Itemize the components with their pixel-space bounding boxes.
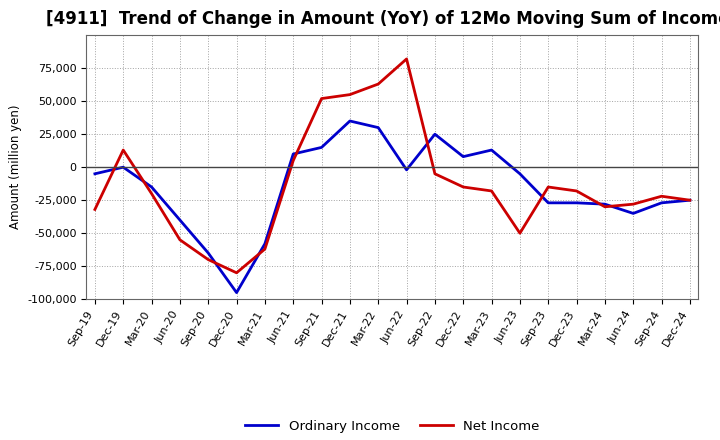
Ordinary Income bbox=[176, 217, 184, 223]
Net Income bbox=[233, 270, 241, 275]
Net Income bbox=[459, 184, 467, 190]
Ordinary Income bbox=[204, 250, 212, 256]
Net Income bbox=[516, 231, 524, 236]
Ordinary Income bbox=[629, 211, 637, 216]
Ordinary Income bbox=[487, 147, 496, 153]
Net Income bbox=[431, 171, 439, 176]
Ordinary Income bbox=[261, 241, 269, 246]
Net Income bbox=[657, 194, 666, 199]
Net Income bbox=[374, 81, 382, 87]
Net Income bbox=[289, 158, 297, 163]
Ordinary Income bbox=[374, 125, 382, 130]
Net Income bbox=[119, 147, 127, 153]
Net Income bbox=[261, 246, 269, 252]
Ordinary Income bbox=[148, 184, 156, 190]
Ordinary Income bbox=[544, 200, 552, 205]
Net Income bbox=[572, 188, 581, 194]
Ordinary Income bbox=[289, 151, 297, 157]
Line: Ordinary Income: Ordinary Income bbox=[95, 121, 690, 293]
Y-axis label: Amount (million yen): Amount (million yen) bbox=[9, 105, 22, 229]
Ordinary Income bbox=[318, 145, 326, 150]
Ordinary Income bbox=[119, 165, 127, 170]
Net Income bbox=[544, 184, 552, 190]
Net Income bbox=[204, 257, 212, 262]
Ordinary Income bbox=[685, 198, 694, 203]
Ordinary Income bbox=[459, 154, 467, 159]
Title: [4911]  Trend of Change in Amount (YoY) of 12Mo Moving Sum of Incomes: [4911] Trend of Change in Amount (YoY) o… bbox=[45, 10, 720, 28]
Ordinary Income bbox=[572, 200, 581, 205]
Net Income bbox=[91, 207, 99, 212]
Net Income bbox=[346, 92, 354, 97]
Ordinary Income bbox=[431, 132, 439, 137]
Ordinary Income bbox=[91, 171, 99, 176]
Net Income bbox=[318, 96, 326, 101]
Ordinary Income bbox=[402, 167, 411, 172]
Line: Net Income: Net Income bbox=[95, 59, 690, 273]
Legend: Ordinary Income, Net Income: Ordinary Income, Net Income bbox=[240, 414, 545, 438]
Net Income bbox=[685, 198, 694, 203]
Net Income bbox=[600, 204, 609, 209]
Ordinary Income bbox=[600, 202, 609, 207]
Ordinary Income bbox=[346, 118, 354, 124]
Net Income bbox=[148, 191, 156, 196]
Ordinary Income bbox=[516, 171, 524, 176]
Net Income bbox=[402, 56, 411, 62]
Ordinary Income bbox=[657, 200, 666, 205]
Net Income bbox=[176, 237, 184, 242]
Net Income bbox=[629, 202, 637, 207]
Net Income bbox=[487, 188, 496, 194]
Ordinary Income bbox=[233, 290, 241, 295]
